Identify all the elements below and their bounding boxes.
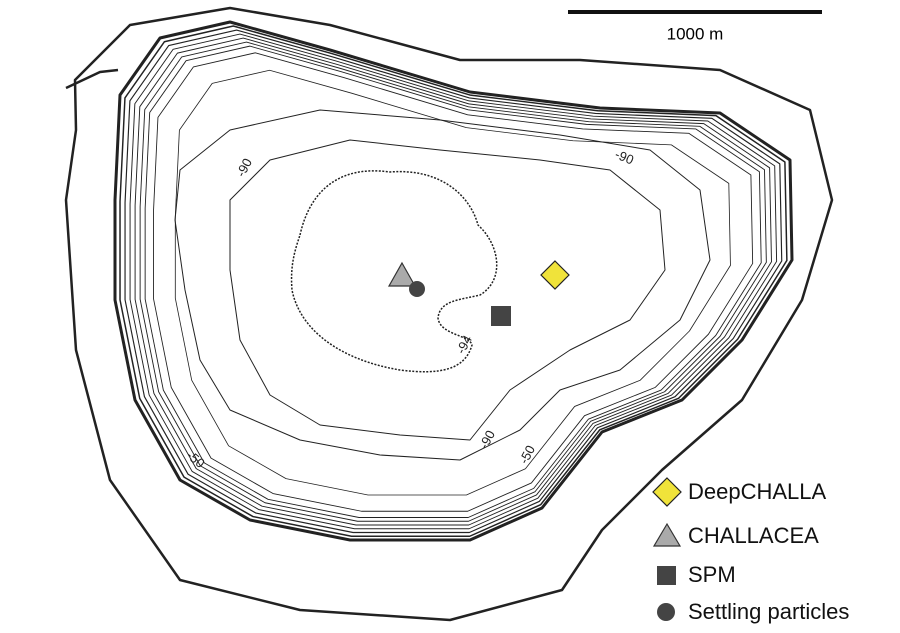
contour <box>229 139 666 441</box>
site-deepchalla <box>540 260 570 290</box>
legend: DeepCHALLA CHALLACEA SPM Settling partic… <box>652 477 849 624</box>
site-settling-particles <box>409 281 425 297</box>
contour <box>174 109 711 461</box>
contour-label: -90 <box>613 147 636 168</box>
site-challacea <box>387 261 417 287</box>
inlet <box>65 68 119 90</box>
legend-symbol <box>652 522 682 547</box>
legend-label: CHALLACEA <box>688 523 819 548</box>
contour-label: -50 <box>516 443 538 467</box>
contour <box>174 69 731 496</box>
contour-label: -90 <box>233 156 255 180</box>
contours <box>119 25 788 537</box>
deep-basin <box>290 170 498 373</box>
legend-symbol <box>657 566 676 585</box>
legend-symbol <box>652 477 682 507</box>
legend-label: Settling particles <box>688 599 849 624</box>
contour-label: -90 <box>476 428 498 452</box>
legend-label: SPM <box>688 562 736 587</box>
outer-shoreline <box>64 6 834 622</box>
scale-label: 1000 m <box>667 24 724 43</box>
legend-label: DeepCHALLA <box>688 479 827 504</box>
contour-label: -94 <box>453 333 475 357</box>
legend-symbol <box>657 603 675 621</box>
site-spm <box>491 306 511 326</box>
